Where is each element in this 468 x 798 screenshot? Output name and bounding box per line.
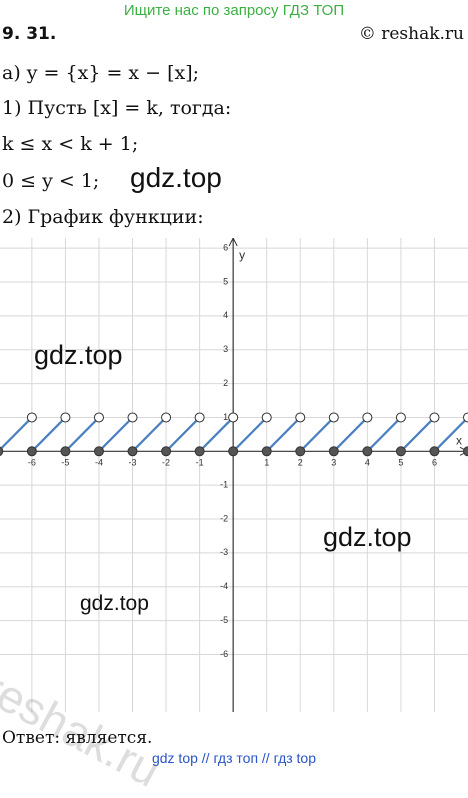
watermark: gdz.top xyxy=(34,340,123,371)
open-point xyxy=(162,413,171,422)
y-tick-label: -1 xyxy=(220,480,228,490)
closed-point xyxy=(162,447,171,456)
segment xyxy=(99,417,133,451)
segment xyxy=(367,417,401,451)
closed-point xyxy=(396,447,405,456)
x-tick-label: 4 xyxy=(365,458,370,468)
x-tick-label: -6 xyxy=(28,458,36,468)
watermark: gdz.top xyxy=(80,592,149,616)
segment xyxy=(133,417,167,451)
graph: -6 -5 -4 -3 -2 -1 1 2 3 4 5 6 -6 -5 -4 -3 -2 -1 1 2 3 4 5 6 x y xyxy=(0,238,468,712)
open-point xyxy=(94,413,103,422)
open-point xyxy=(396,413,405,422)
open-point xyxy=(229,413,238,422)
closed-point xyxy=(464,447,468,456)
segment xyxy=(434,417,468,451)
x-tick-label: -5 xyxy=(61,458,69,468)
text-line: 0 ≤ y < 1; xyxy=(2,170,99,192)
y-tick-label: -6 xyxy=(220,649,228,659)
task-number: 9. 31. xyxy=(2,24,56,44)
x-tick-label: 2 xyxy=(298,458,303,468)
x-tick-label: 3 xyxy=(331,458,336,468)
y-axis-label: y xyxy=(239,248,245,262)
x-tick-label: 5 xyxy=(398,458,403,468)
y-tick-label: -5 xyxy=(220,615,228,625)
x-tick-label: -1 xyxy=(196,458,204,468)
closed-point xyxy=(296,447,305,456)
page: Ищите нас по запросу ГДЗ ТОП 9. 31. © re… xyxy=(0,0,468,772)
segment xyxy=(32,417,66,451)
open-point xyxy=(262,413,271,422)
y-tick-label: 5 xyxy=(223,276,228,286)
segment xyxy=(401,417,435,451)
segment xyxy=(334,417,368,451)
function-plot xyxy=(0,413,468,456)
closed-point xyxy=(430,447,439,456)
open-point xyxy=(296,413,305,422)
segment xyxy=(0,417,32,451)
open-point xyxy=(128,413,137,422)
y-tick-label: 1 xyxy=(223,412,228,422)
closed-point xyxy=(61,447,70,456)
segment xyxy=(200,417,234,451)
x-tick-label: -2 xyxy=(162,458,170,468)
x-tick-label: -4 xyxy=(95,458,103,468)
y-tick-label: 4 xyxy=(223,310,228,320)
closed-point xyxy=(329,447,338,456)
segment xyxy=(267,417,301,451)
text-line: k ≤ x < k + 1; xyxy=(2,133,138,155)
y-tick-label: 6 xyxy=(223,243,228,253)
x-tick-label: 6 xyxy=(432,458,437,468)
segment xyxy=(300,417,334,451)
text-line: 1) Пусть [x] = k, тогда: xyxy=(2,97,231,119)
open-point xyxy=(464,413,468,422)
open-point xyxy=(195,413,204,422)
x-axis-label: x xyxy=(456,433,462,447)
segment xyxy=(233,417,267,451)
open-point xyxy=(61,413,70,422)
open-point xyxy=(27,413,36,422)
closed-point xyxy=(128,447,137,456)
open-point xyxy=(329,413,338,422)
closed-point xyxy=(363,447,372,456)
closed-point xyxy=(195,447,204,456)
text-line: а) y = {x} = x − [x]; xyxy=(2,62,199,84)
closed-point xyxy=(262,447,271,456)
open-point xyxy=(430,413,439,422)
closed-point xyxy=(229,447,238,456)
y-tick-label: -3 xyxy=(220,547,228,557)
y-tick-label: 3 xyxy=(223,344,228,354)
footer: gdz top // гдз топ // гдз top xyxy=(0,750,468,766)
banner: Ищите нас по запросу ГДЗ ТОП xyxy=(0,2,468,19)
text-line: 2) График функции: xyxy=(2,206,204,228)
segment xyxy=(65,417,99,451)
y-tick-label: -2 xyxy=(220,513,228,523)
closed-point xyxy=(94,447,103,456)
site: © reshak.ru xyxy=(359,24,464,44)
answer: Ответ: является. xyxy=(2,728,152,748)
open-point xyxy=(363,413,372,422)
segment xyxy=(166,417,200,451)
watermark: gdz.top xyxy=(130,162,222,194)
x-tick-label: -3 xyxy=(129,458,137,468)
x-tick-label: 1 xyxy=(264,458,269,468)
y-tick-label: -4 xyxy=(220,581,228,591)
y-tick-label: 2 xyxy=(223,378,228,388)
closed-point xyxy=(27,447,36,456)
watermark: gdz.top xyxy=(323,522,412,553)
